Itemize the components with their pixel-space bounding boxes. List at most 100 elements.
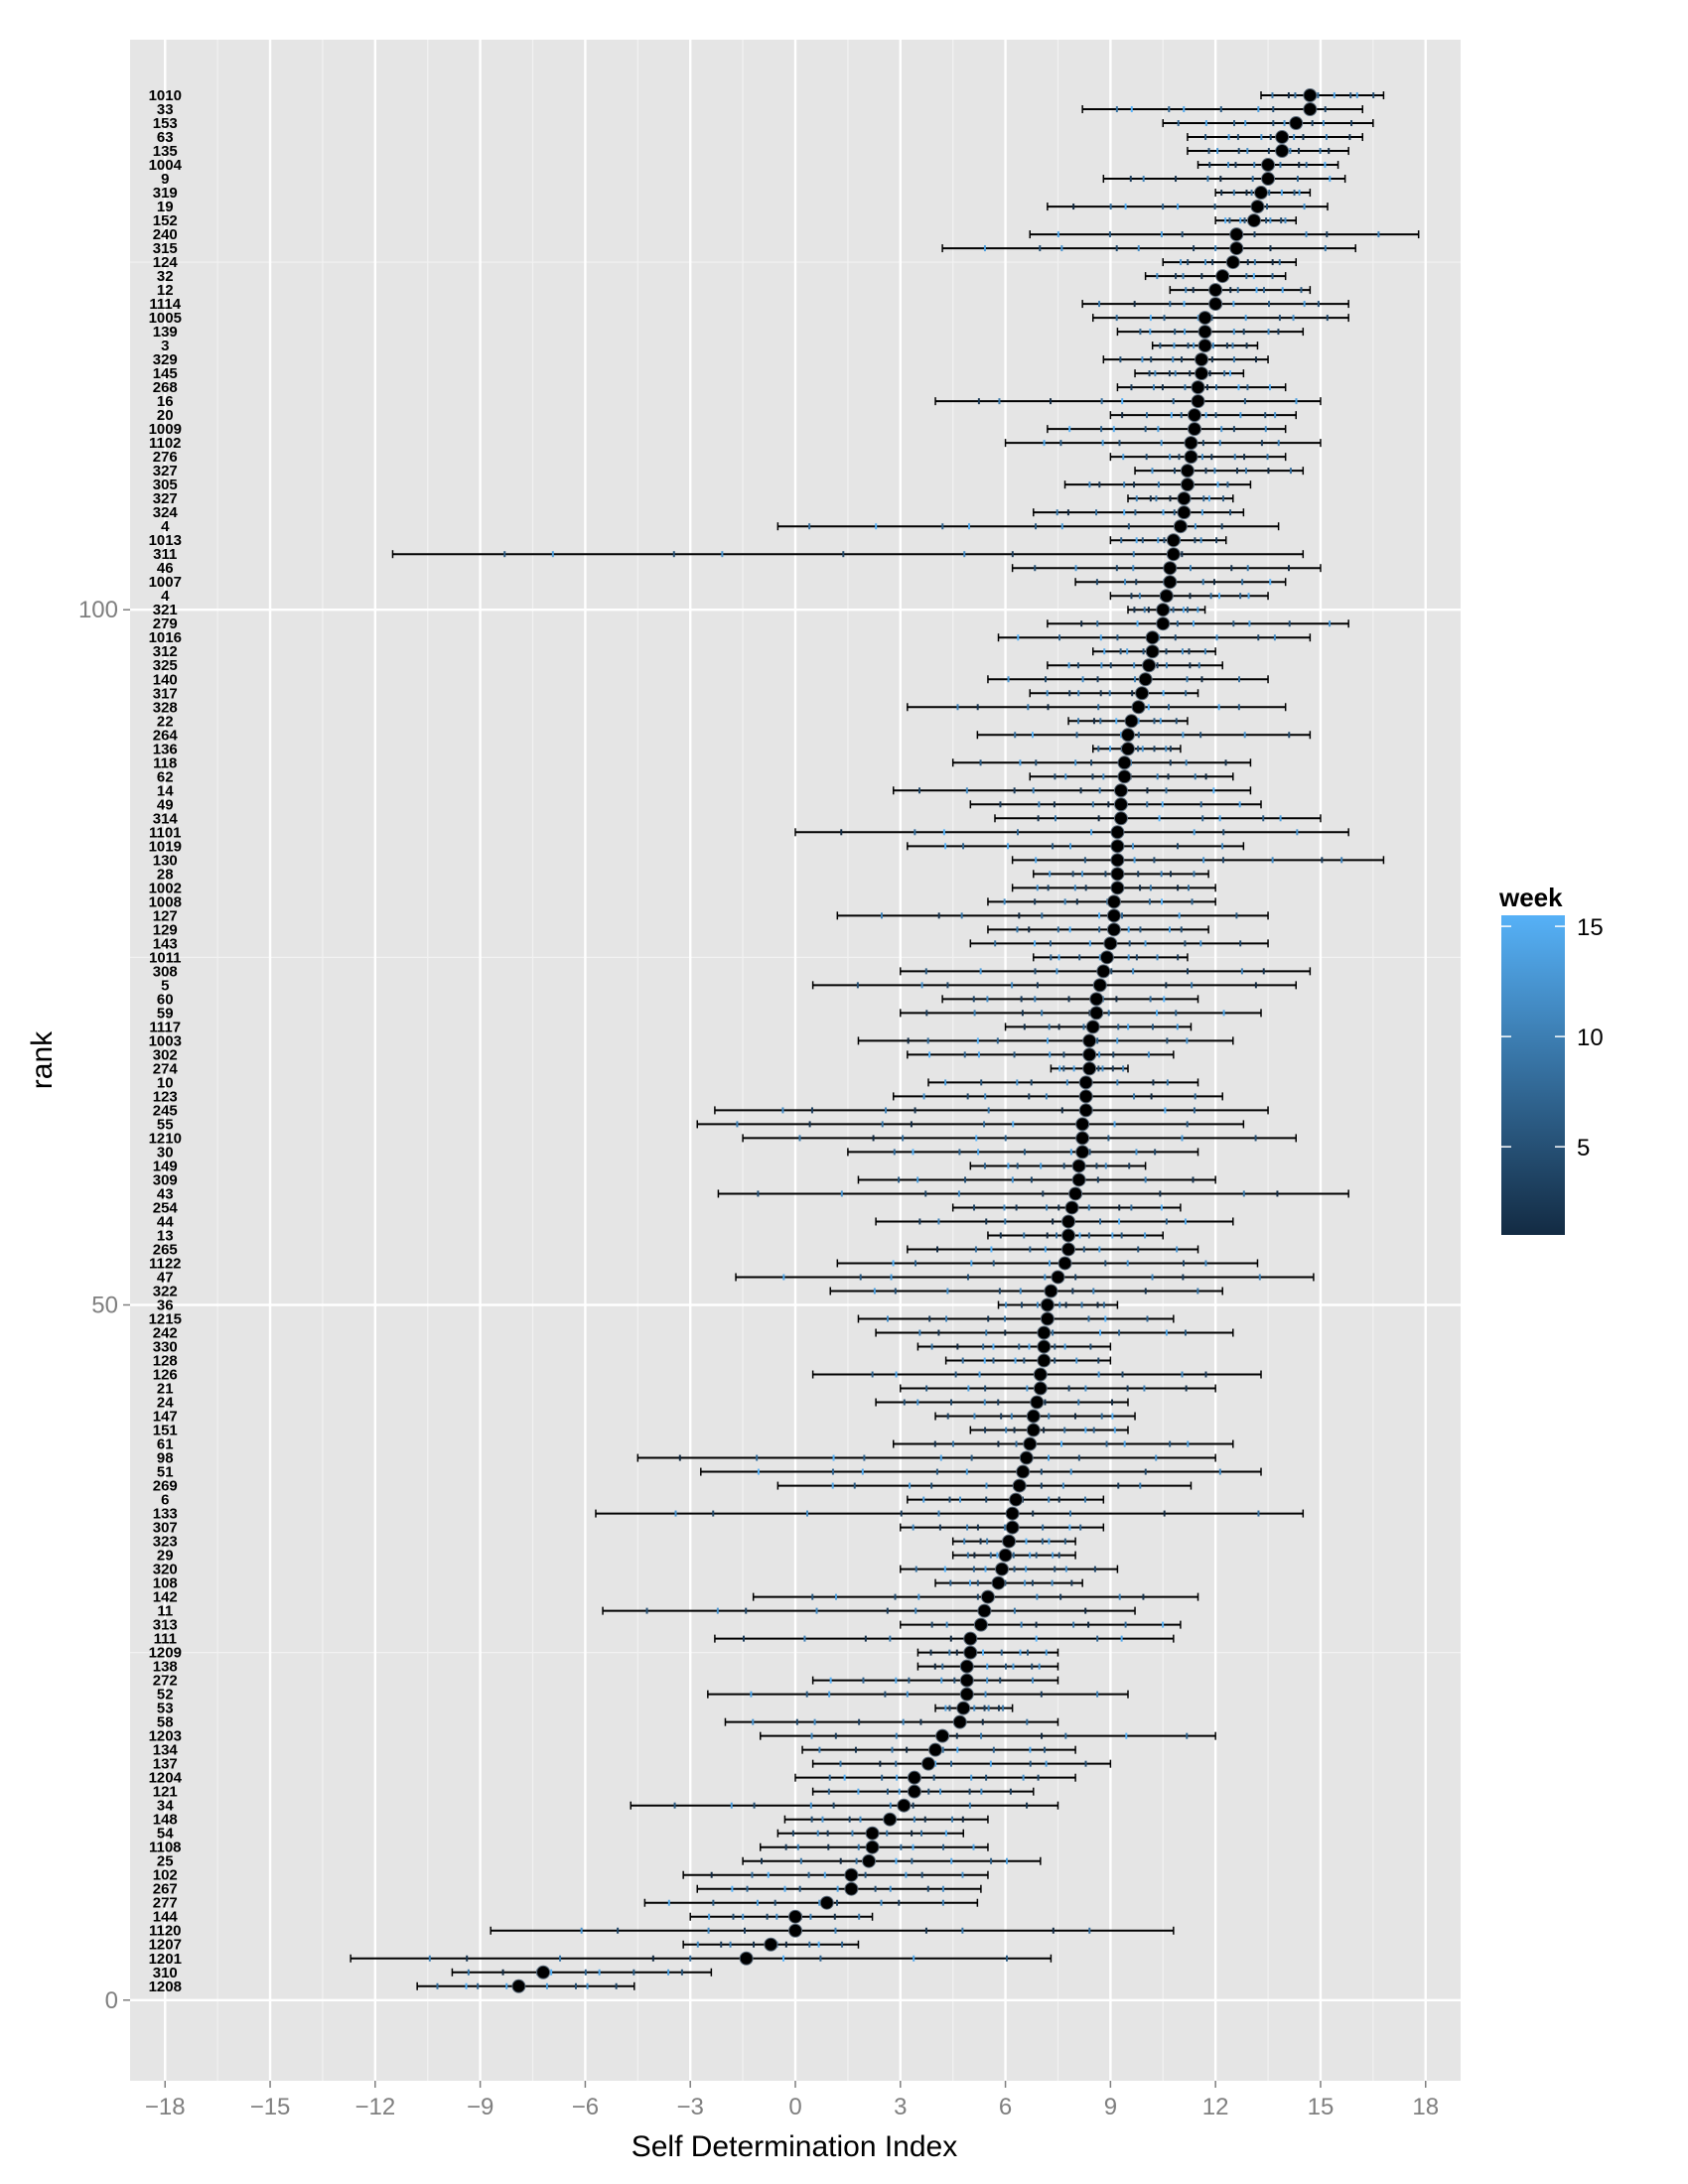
mean-point — [1005, 1506, 1020, 1521]
row-label: 58 — [157, 1714, 174, 1731]
row-label: 242 — [153, 1325, 178, 1342]
mean-point — [1075, 1145, 1090, 1160]
row-label: 3 — [161, 338, 169, 354]
row-label: 330 — [153, 1339, 178, 1356]
mean-point — [1188, 422, 1201, 437]
mean-point — [1191, 380, 1205, 395]
mean-point — [1156, 603, 1171, 617]
mean-point — [1163, 561, 1178, 576]
legend-tick-label: 10 — [1577, 1024, 1604, 1051]
legend: week 5 10 15 — [1498, 883, 1604, 1235]
row-label: 63 — [157, 129, 174, 146]
row-label: 4 — [161, 588, 170, 605]
mean-point — [1195, 352, 1209, 367]
mean-point — [1289, 116, 1304, 131]
row-label: 1004 — [149, 157, 183, 174]
mean-point — [1082, 1061, 1097, 1076]
row-label: 322 — [153, 1283, 178, 1299]
row-label: 33 — [157, 101, 174, 118]
mean-point — [1110, 881, 1125, 895]
mean-point — [1117, 769, 1132, 784]
row-label: 6 — [161, 1492, 169, 1509]
row-label: 254 — [153, 1199, 179, 1216]
mean-point — [1026, 1423, 1041, 1437]
mean-point — [959, 1687, 974, 1702]
mean-point — [1026, 1409, 1041, 1424]
mean-point — [1106, 908, 1121, 923]
row-label: 320 — [153, 1562, 178, 1578]
mean-point — [991, 1575, 1006, 1590]
row-label: 240 — [153, 226, 178, 243]
mean-point — [1177, 491, 1192, 506]
row-label: 1215 — [149, 1311, 182, 1328]
mean-point — [1229, 241, 1244, 256]
legend-ticks: 5 10 15 — [1501, 914, 1604, 1161]
mean-point — [1208, 283, 1223, 298]
mean-point — [1184, 436, 1198, 451]
row-label: 321 — [153, 602, 178, 618]
mean-point — [1113, 797, 1128, 812]
row-label: 309 — [153, 1171, 178, 1188]
row-label: 1209 — [149, 1645, 182, 1662]
row-label: 108 — [153, 1575, 178, 1592]
row-label: 1007 — [149, 574, 182, 591]
row-label: 13 — [157, 1227, 174, 1244]
mean-point — [865, 1826, 880, 1841]
mean-point — [1113, 783, 1128, 798]
mean-point — [1197, 311, 1212, 326]
row-label: 1117 — [149, 1019, 181, 1035]
mean-point — [739, 1951, 754, 1966]
row-label: 60 — [157, 991, 174, 1008]
row-label: 1108 — [149, 1840, 182, 1856]
row-label: 311 — [153, 546, 177, 563]
legend-colorbar — [1501, 915, 1565, 1235]
row-label: 272 — [153, 1673, 178, 1690]
row-label: 143 — [153, 935, 178, 952]
y-axis-title: rank — [26, 1030, 59, 1089]
row-label: 43 — [157, 1185, 174, 1202]
mean-point — [865, 1840, 880, 1854]
mean-point — [883, 1812, 898, 1827]
x-tick-label: −18 — [145, 2094, 186, 2120]
mean-point — [1061, 1214, 1076, 1229]
mean-point — [1166, 533, 1181, 548]
mean-point — [1275, 130, 1290, 145]
row-label: 1011 — [149, 949, 182, 966]
row-label: 129 — [153, 921, 178, 938]
row-label: 118 — [153, 754, 177, 771]
row-label: 12 — [157, 282, 174, 299]
row-label: 49 — [157, 796, 174, 813]
row-label: 24 — [157, 1395, 174, 1412]
mean-point — [1197, 339, 1212, 353]
row-label: 1019 — [149, 838, 182, 855]
row-label: 1005 — [149, 310, 182, 327]
mean-point — [1135, 686, 1150, 701]
mean-point — [1061, 1242, 1076, 1257]
row-label: 142 — [153, 1589, 178, 1606]
row-label: 51 — [157, 1464, 174, 1481]
x-tick-label: −6 — [572, 2094, 599, 2120]
x-tick-label: −15 — [250, 2094, 291, 2120]
mean-point — [1110, 853, 1125, 868]
x-tick-label: −9 — [467, 2094, 493, 2120]
mean-point — [1113, 811, 1128, 826]
mean-point — [844, 1867, 859, 1882]
row-label: 102 — [153, 1867, 178, 1884]
row-label: 28 — [157, 866, 174, 883]
mean-point — [1229, 227, 1244, 242]
mean-point — [1166, 547, 1181, 562]
row-label: 16 — [157, 393, 174, 410]
x-tick-label: 15 — [1308, 2094, 1335, 2120]
mean-point — [1184, 450, 1198, 465]
mean-point — [1040, 1311, 1055, 1326]
row-label: 327 — [153, 490, 178, 507]
row-label: 55 — [157, 1116, 174, 1133]
row-label: 123 — [153, 1088, 178, 1105]
mean-point — [952, 1714, 967, 1729]
mean-point — [1208, 297, 1223, 312]
row-label: 126 — [153, 1367, 178, 1384]
row-label: 276 — [153, 449, 178, 466]
mean-point — [764, 1937, 778, 1952]
row-label: 139 — [153, 324, 178, 341]
mean-point — [1106, 894, 1121, 909]
